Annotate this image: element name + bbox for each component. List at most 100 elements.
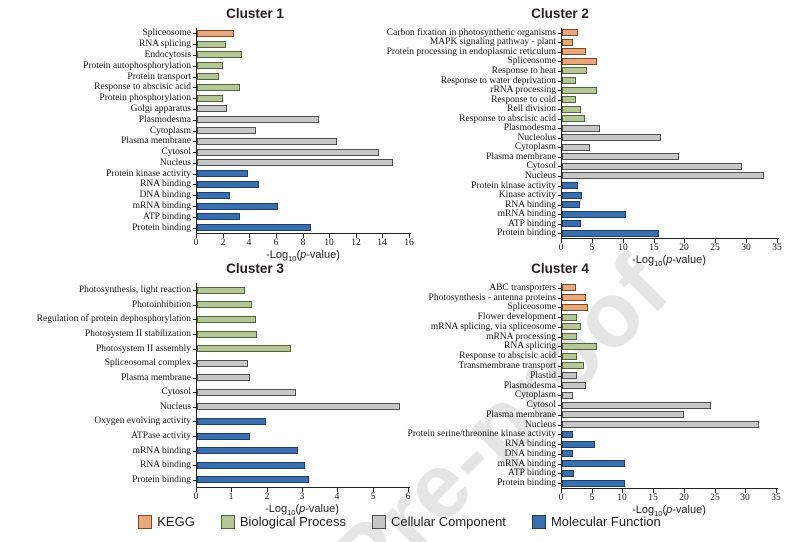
category-label: Protein binding: [132, 474, 191, 485]
y-axis-tick: [558, 233, 561, 234]
y-axis-tick: [558, 327, 561, 328]
y-axis-tick: [193, 451, 196, 452]
y-axis-tick: [558, 425, 561, 426]
category-label: Plasmodesma: [503, 123, 556, 134]
chart-title: Cluster 3: [226, 261, 284, 276]
x-axis-tick: [653, 489, 654, 493]
y-axis-tick: [558, 376, 561, 377]
y-axis-tick: [558, 346, 561, 347]
y-axis-tick: [193, 131, 196, 132]
y-axis-tick: [193, 141, 196, 142]
axis-label-text: -value): [305, 503, 339, 515]
bar-bp: [197, 94, 223, 102]
bar-mf: [562, 210, 626, 218]
bar-mf: [197, 447, 298, 455]
bar-bp: [562, 342, 597, 350]
bar-mf: [562, 479, 625, 487]
x-axis-tick: [196, 488, 197, 492]
category-label: Response to abscisic acid: [459, 351, 556, 362]
y-axis-tick: [193, 392, 196, 393]
category-label: Response to abscisic acid: [94, 82, 191, 93]
category-label: RNA binding: [140, 179, 191, 190]
tick-label: 3: [299, 492, 305, 502]
bar-kegg: [562, 57, 597, 65]
tick-label: 0: [193, 238, 199, 248]
x-axis-tick: [654, 239, 655, 243]
bar-bp: [197, 62, 223, 70]
x-axis-title: -Log10(p-value): [232, 503, 372, 517]
category-label: ATP binding: [508, 468, 556, 479]
legend-item-cc: Cellular Component: [372, 514, 506, 529]
y-axis-tick: [193, 55, 196, 56]
category-label: Plasmodesma: [138, 114, 191, 125]
category-label: Plasma membrane: [121, 372, 191, 383]
x-axis-tick: [746, 239, 747, 243]
bar-kegg: [562, 294, 586, 302]
category-label: Nucleus: [159, 157, 191, 168]
y-axis-tick: [558, 138, 561, 139]
bar-cc: [197, 374, 250, 382]
bar-mf: [197, 432, 250, 440]
y-axis-tick: [193, 109, 196, 110]
y-axis-tick: [193, 305, 196, 306]
category-label: Endocytosis: [144, 49, 191, 60]
category-label: RNA splicing: [504, 341, 556, 352]
x-axis-tick: [382, 234, 383, 238]
bar-mf: [197, 461, 305, 469]
bar-cc: [562, 401, 711, 409]
category-label: mRNA processing: [486, 331, 556, 342]
category-label: Photosynthesis - antenna proteins: [428, 292, 556, 303]
category-label: Nucleus: [524, 419, 556, 430]
y-axis-tick: [193, 290, 196, 291]
category-label: Protein binding: [132, 222, 191, 233]
bar-mf: [562, 229, 659, 237]
chart-title: Cluster 2: [531, 6, 589, 21]
bar-cc: [562, 382, 586, 389]
y-axis-tick: [193, 66, 196, 67]
bar-kegg: [562, 29, 578, 37]
bar-cc: [197, 159, 393, 167]
category-label: RNA binding: [505, 199, 556, 210]
category-label: Plasma membrane: [486, 151, 556, 162]
y-axis-tick: [193, 195, 196, 196]
y-axis-tick: [558, 205, 561, 206]
y-axis-tick: [193, 228, 196, 229]
category-label: Protein binding: [497, 478, 556, 489]
bar-bp: [562, 333, 577, 341]
bar-kegg: [562, 303, 588, 311]
y-axis-tick: [193, 98, 196, 99]
y-axis-tick: [558, 195, 561, 196]
category-label: Protein kinase activity: [471, 180, 556, 191]
y-axis-tick: [558, 307, 561, 308]
category-label: Nucleus: [524, 170, 556, 181]
category-label: mRNA binding: [132, 201, 191, 212]
bar-bp: [197, 51, 242, 59]
axis-label-text: (: [295, 503, 300, 515]
category-label: Nucleus: [159, 401, 191, 412]
y-axis-tick: [193, 152, 196, 153]
bar-cc: [562, 162, 742, 170]
bar-mf: [562, 191, 582, 199]
x-axis-tick: [592, 239, 593, 243]
bar-bp: [562, 86, 597, 94]
y-axis-tick: [193, 217, 196, 218]
tick-label: 10: [617, 493, 627, 503]
y-axis-tick: [558, 176, 561, 177]
y-axis-tick: [558, 33, 561, 34]
tick-label: 4: [334, 492, 340, 502]
x-axis-tick: [684, 489, 685, 493]
legend-label: Biological Process: [239, 514, 347, 529]
category-label: Response to heat: [491, 65, 556, 76]
category-label: Plasmodesma: [503, 380, 556, 391]
bar-mf: [562, 182, 578, 189]
category-label: mRNA splicing, via spliceosome: [430, 321, 556, 332]
tick-label: 30: [740, 493, 750, 503]
y-axis-tick: [558, 288, 561, 289]
y-axis-tick: [193, 421, 196, 422]
category-label: Spliceosome: [142, 28, 191, 39]
x-axis-tick: [622, 489, 623, 493]
x-axis-title: -Log10(p-value): [233, 249, 373, 263]
category-label: Protein autophosphorylation: [83, 60, 191, 71]
bar-mf: [562, 220, 581, 228]
y-axis-tick: [558, 224, 561, 225]
